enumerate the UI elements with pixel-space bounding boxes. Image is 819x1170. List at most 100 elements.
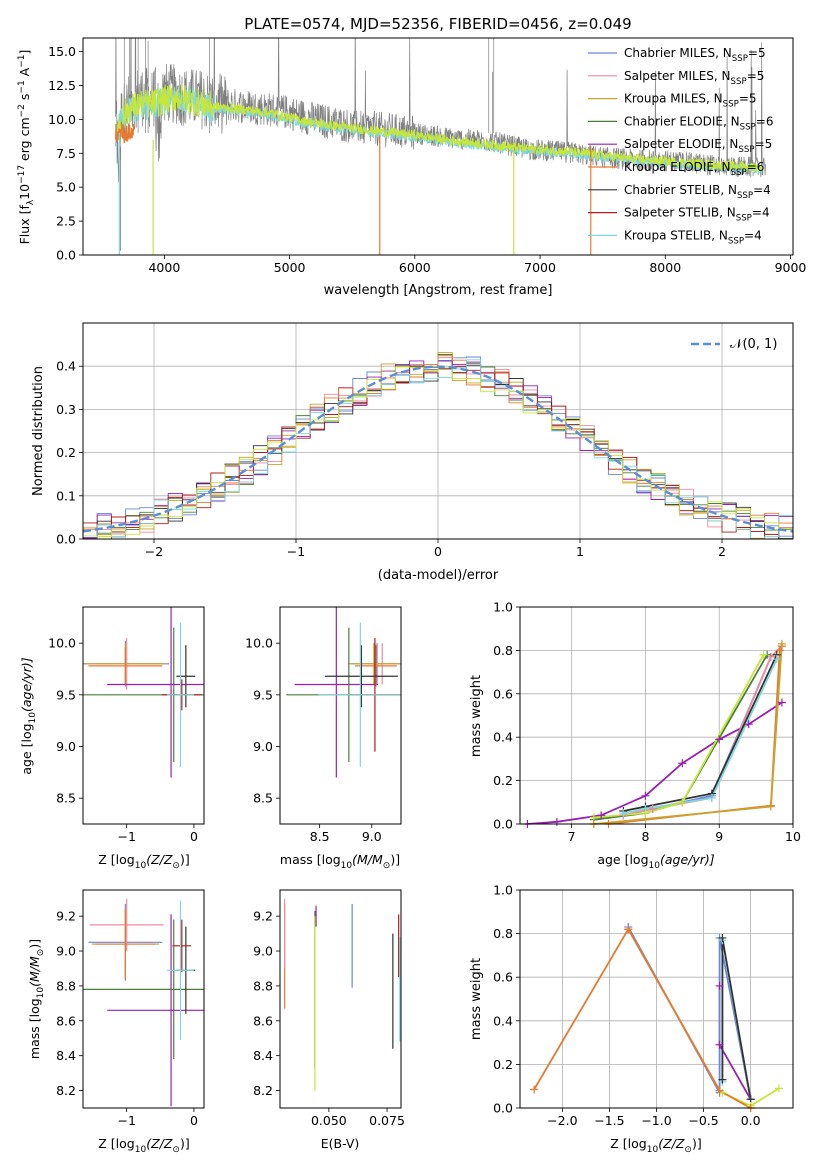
y-tick-label: 10.0 — [245, 636, 273, 651]
label-part: Z [log — [98, 852, 134, 867]
label-part: 10 — [17, 184, 32, 200]
plot-area — [286, 607, 401, 778]
y-tick-label: 8.4 — [56, 1048, 76, 1063]
label-part: =6 — [756, 114, 774, 128]
data-point — [678, 798, 687, 807]
y-tick-label: 0.6 — [493, 686, 513, 701]
label-part: SSP — [737, 191, 753, 201]
mass-weight-vs-age-panel: 7 8 9 10 0.0 0.2 0.4 0.6 0.8 1.0 — [493, 600, 801, 845]
plot-area — [83, 607, 204, 778]
y-tick-label: 2.5 — [56, 214, 76, 229]
y-axis-label: Normed distribution — [31, 366, 46, 496]
legend-label: Chabrier MILES, NSSP=5 — [624, 46, 766, 64]
y-tick-label: 8.5 — [56, 791, 76, 806]
label-part: 10 — [135, 1145, 147, 1155]
label-part: )] — [180, 852, 190, 867]
label-part: ⊙ — [684, 1145, 692, 1155]
y-tick-label: 1.0 — [493, 600, 513, 615]
y-tick-label: 9.0 — [253, 944, 273, 959]
data-point — [715, 1040, 724, 1049]
y-tick-label: 10.0 — [48, 636, 76, 651]
label-part: SSP — [728, 236, 744, 246]
data-point — [744, 720, 753, 729]
axes-frame — [279, 606, 402, 825]
x-tick-label: 0.050 — [311, 1113, 347, 1128]
x-axis-label: Z [log10(Z/Z⊙)] — [610, 1136, 701, 1155]
label-part: Kroupa MILES, N — [624, 92, 723, 106]
x-tick-label: −1.0 — [641, 1113, 671, 1128]
mass-weight-vs-metallicity-panel: −2.0 −1.5 −1.0 −0.5 0.0 0.0 0.2 0.4 0.6 0.8 1.0 — [493, 883, 794, 1128]
y-tick-label: 10.0 — [48, 112, 76, 127]
x-axis-label: wavelength [Angstrom, rest frame] — [324, 283, 553, 298]
x-tick-label: 7 — [568, 829, 576, 844]
x-tick-label: 9 — [715, 829, 723, 844]
label-part: (Z/Z — [146, 1136, 173, 1151]
x-tick-label: −1 — [287, 544, 305, 559]
label-part: Salpeter STELIB, N — [624, 206, 736, 220]
y-tick-label: 0.1 — [56, 488, 76, 503]
data-point — [772, 655, 781, 664]
data-point — [641, 809, 650, 818]
label-part: ⊙ — [383, 861, 391, 871]
legend-label: Kroupa MILES, NSSP=5 — [624, 92, 757, 110]
age-vs-metallicity-panel: −1 0 8.5 9.0 9.5 10.0 — [48, 606, 205, 844]
label-part: (M/M — [352, 852, 383, 867]
y-tick-label: 9.0 — [253, 739, 273, 754]
label-part: (age/yr)] — [660, 852, 715, 867]
label-part: 10 — [28, 712, 38, 724]
y-tick-label: 0.0 — [56, 532, 76, 547]
data-point — [641, 791, 650, 800]
legend-label: Chabrier ELODIE, NSSP=6 — [624, 114, 773, 132]
label-part: 10 — [647, 1145, 659, 1155]
x-tick-label: 2 — [718, 544, 726, 559]
label-part: Chabrier ELODIE, N — [624, 114, 740, 128]
data-point — [777, 698, 786, 707]
y-tick-label: 8.4 — [253, 1048, 273, 1063]
data-point — [777, 639, 786, 648]
data-point — [718, 1075, 727, 1084]
label-part: SSP — [732, 54, 748, 64]
label-part: 10 — [649, 861, 661, 871]
label-part: −1 — [17, 55, 27, 68]
x-tick-label: 0 — [190, 829, 198, 844]
y-tick-label: 0.0 — [493, 1101, 513, 1116]
mass-vs-metallicity-panel: −1 0 8.2 8.4 8.6 8.8 9.0 9.2 — [56, 889, 205, 1128]
y-tick-label: 9.5 — [253, 687, 273, 702]
label-part: SSP — [736, 214, 752, 224]
label-part: Salpeter MILES, N — [624, 69, 731, 83]
label-part: )] — [692, 1136, 702, 1151]
y-axis-label: mass [log10(M/M⊙)] — [27, 939, 46, 1059]
y-tick-label: 0.2 — [56, 445, 76, 460]
x-tick-label: 0 — [190, 1113, 198, 1128]
x-tick-label: 6000 — [399, 260, 431, 275]
label-part: SSP — [731, 77, 747, 87]
label-part: 10 — [135, 861, 147, 871]
x-tick-label: 0 — [434, 544, 442, 559]
x-tick-label: 7000 — [524, 260, 556, 275]
y-tick-label: 1.0 — [493, 883, 513, 898]
label-part: =4 — [753, 183, 771, 197]
axes-frame — [82, 889, 205, 1109]
age-vs-mass-panel: 8.5 9.0 8.5 9.0 9.5 10.0 — [245, 606, 402, 844]
label-part: SSP — [723, 100, 739, 110]
x-tick-label: −0.5 — [688, 1113, 718, 1128]
label-part: s — [17, 94, 32, 105]
label-part: 10 — [341, 861, 353, 871]
legend-label: Kroupa ELODIE, NSSP=6 — [624, 160, 764, 178]
plot-area — [83, 898, 204, 1107]
chart-title: PLATE=0574, MJD=52356, FIBERID=0456, z=0… — [244, 15, 631, 33]
label-part: mass [log — [280, 852, 341, 867]
label-part: A — [17, 67, 32, 80]
label-part: (Z/Z — [146, 852, 173, 867]
data-point — [774, 1084, 783, 1093]
x-tick-label: −2.0 — [547, 1113, 577, 1128]
y-tick-label: 9.2 — [253, 909, 273, 924]
y-tick-label: 5.0 — [56, 180, 76, 195]
y-tick-label: 9.5 — [56, 687, 76, 702]
label-part: =5 — [747, 69, 765, 83]
label-part: =5 — [755, 137, 773, 151]
label-part: Chabrier MILES, N — [624, 46, 732, 60]
x-tick-label: 1 — [576, 544, 584, 559]
label-part: age [log — [19, 723, 34, 774]
label-part: erg cm — [17, 117, 32, 165]
